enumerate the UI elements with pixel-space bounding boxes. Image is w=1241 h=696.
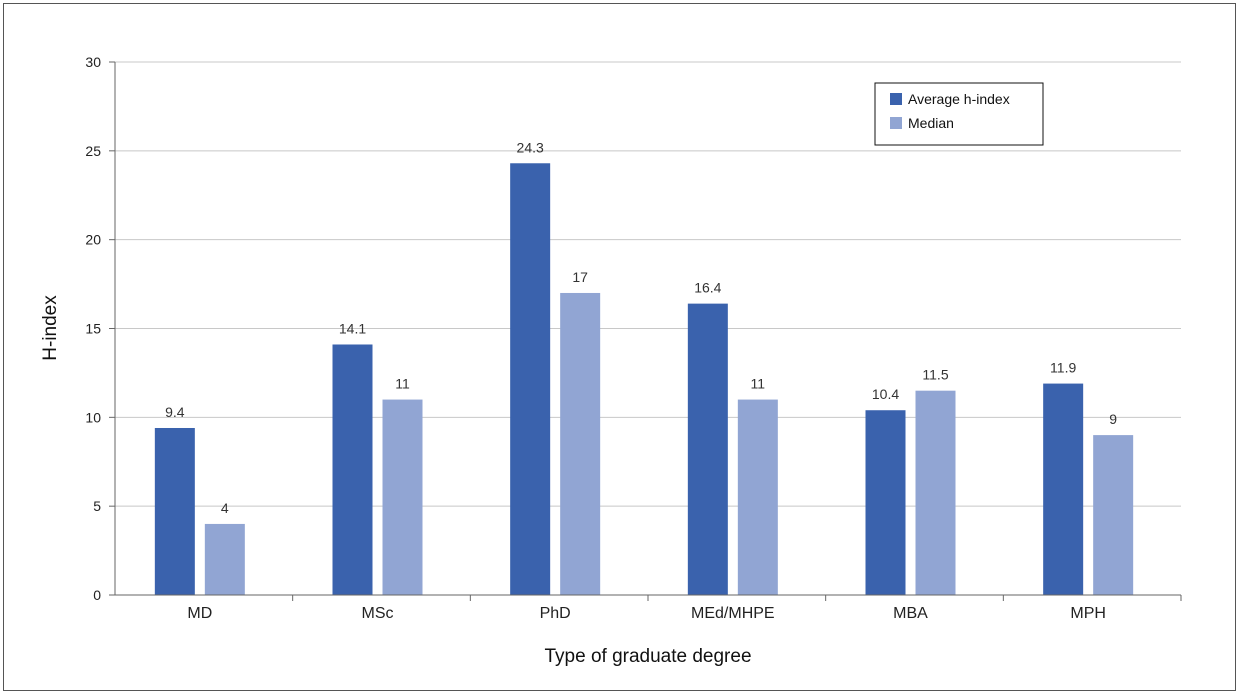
x-axis-labels: MD MSc PhD MEd/MHPE MBA MPH	[187, 595, 1182, 622]
y-tick-label: 5	[93, 498, 101, 514]
data-label-average: 11.9	[1050, 360, 1076, 376]
y-tick-label: 25	[85, 143, 101, 159]
bar-average	[1043, 383, 1084, 595]
legend: Average h-index Median	[874, 82, 1044, 146]
bar-median	[382, 399, 423, 595]
bar-average	[332, 344, 373, 595]
x-tick-label: MSc	[362, 605, 394, 622]
bar-median	[737, 399, 778, 595]
data-label-median: 9	[1109, 411, 1117, 427]
bar-median	[915, 390, 956, 595]
y-tick-label: 0	[93, 587, 101, 603]
y-tick-label: 20	[85, 232, 101, 248]
legend-label-median: Median	[908, 115, 954, 131]
chart-frame	[3, 3, 1236, 691]
bar-median	[560, 292, 601, 595]
legend-swatch-median	[890, 117, 902, 129]
bar-median	[204, 523, 245, 595]
data-label-average: 16.4	[694, 280, 721, 296]
y-tick-label: 10	[85, 409, 101, 425]
data-label-median: 4	[221, 500, 229, 516]
data-label-average: 10.4	[872, 386, 899, 402]
x-tick-label: MD	[187, 605, 212, 622]
bar-average	[154, 427, 195, 595]
data-label-average: 14.1	[339, 320, 366, 336]
y-axis-ticks: 0 5 10 15 20 25 30	[85, 54, 115, 603]
data-label-median: 17	[572, 269, 588, 285]
legend-label-average: Average h-index	[908, 91, 1010, 107]
y-tick-label: 15	[85, 321, 101, 337]
bar-average	[687, 303, 728, 595]
x-tick-label: MEd/MHPE	[691, 605, 775, 622]
data-label-median: 11	[395, 376, 410, 392]
x-tick-label: PhD	[540, 605, 571, 622]
bar-average	[865, 410, 906, 595]
data-label-median: 11	[751, 376, 766, 392]
x-tick-label: MBA	[893, 605, 928, 622]
data-label-average: 24.3	[517, 139, 544, 155]
x-tick-label: MPH	[1070, 605, 1106, 622]
x-axis-title: Type of graduate degree	[544, 646, 751, 667]
bar-median	[1093, 435, 1134, 595]
bars: 9.4 4 14.1 11 24.3 17 16.4 11 10.4 11.5 11.9 9	[154, 139, 1134, 595]
data-label-average: 9.4	[165, 404, 185, 420]
y-axis-title: H-index	[40, 295, 61, 361]
bar-average	[510, 163, 551, 595]
y-tick-label: 30	[85, 54, 101, 70]
data-label-median: 11.5	[922, 367, 948, 383]
legend-swatch-average	[890, 93, 902, 105]
gridlines	[115, 61, 1181, 507]
